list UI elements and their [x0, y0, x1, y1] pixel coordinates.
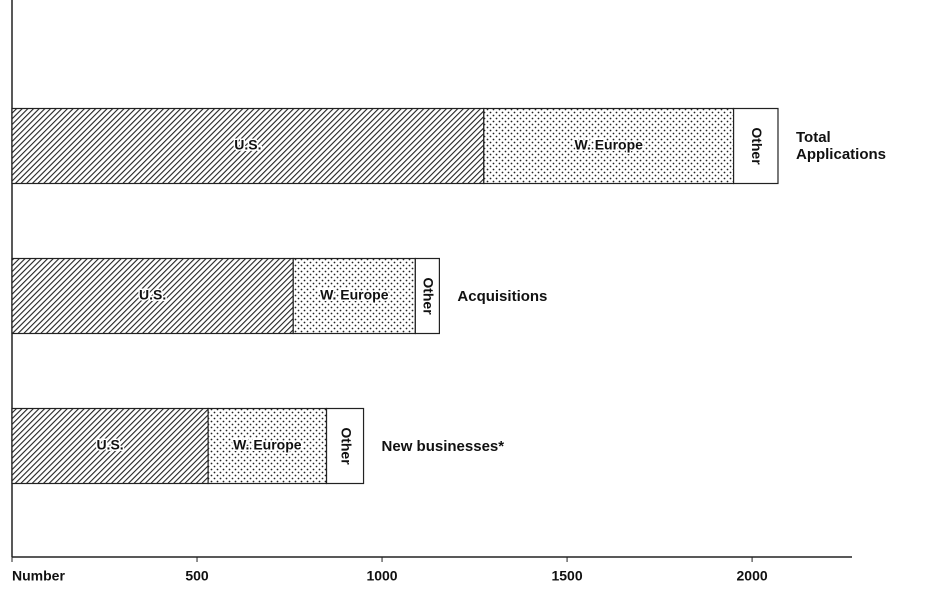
segment-label: U.S. [234, 137, 261, 153]
x-tick-label: Number [12, 568, 65, 584]
segment-label: Other [749, 127, 765, 165]
bar-segment [11, 257, 294, 335]
bar-segment [483, 107, 735, 185]
bar-segment [11, 407, 209, 485]
x-tick-label: 500 [185, 568, 209, 584]
x-tick-label: 1500 [551, 568, 582, 584]
segment-label: U.S. [96, 437, 123, 453]
x-tick-label: 1000 [366, 568, 397, 584]
bar-segment [325, 407, 365, 485]
bar-segment [292, 257, 416, 335]
segment-label: W. Europe [233, 437, 302, 453]
bar-segment [11, 107, 485, 185]
segment-label: U.S. [139, 287, 166, 303]
segment-label: Other [421, 277, 437, 315]
bar-segment [732, 107, 779, 185]
bar-segment [414, 257, 441, 335]
segment-label: W. Europe [574, 137, 643, 153]
category-label: Total Applications [795, 129, 886, 163]
bar-segment [207, 407, 328, 485]
segment-label: Other [338, 427, 354, 465]
category-label: New businesses* [381, 437, 505, 455]
segment-label: W. Europe [320, 287, 389, 303]
category-label: Acquisitions [457, 287, 548, 305]
x-tick-label: 2000 [737, 568, 768, 584]
